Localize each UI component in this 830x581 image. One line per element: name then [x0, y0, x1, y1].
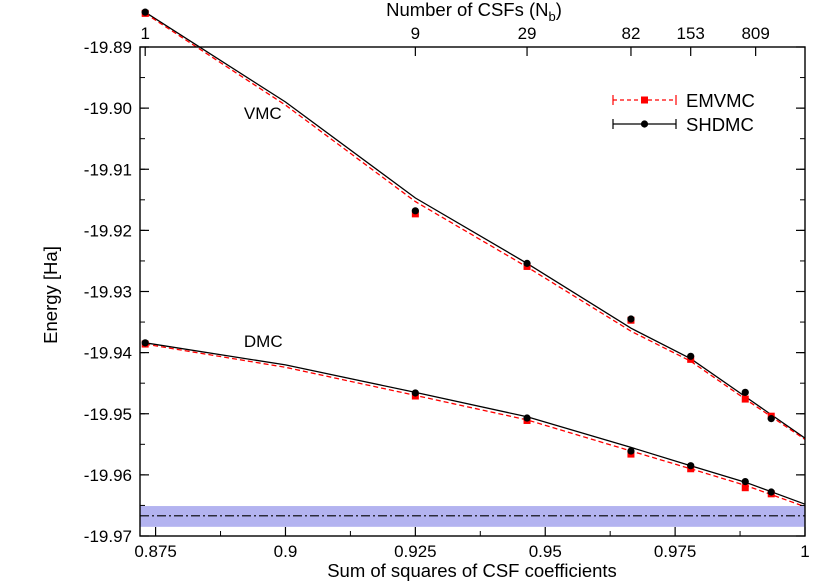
x-tick-label: 0.975	[654, 542, 697, 561]
shdmc-point	[141, 8, 149, 16]
y-tick-label: -19.96	[84, 466, 132, 485]
reference-band-layer	[140, 506, 805, 527]
fit-lines-layer	[144, 11, 806, 508]
shdmc-point	[411, 207, 419, 215]
shdmc-point	[627, 447, 635, 455]
y-tick-label: -19.93	[84, 283, 132, 302]
top-tick-label: 82	[621, 24, 640, 43]
shdmc-point	[627, 315, 635, 323]
top-tick-label: 153	[677, 24, 705, 43]
annotation-vmc: VMC	[244, 104, 282, 123]
labels-layer: -19.89 -19.90 -19.91 -19.92 -19.93 -19.94 -19.…	[84, 24, 810, 561]
shdmc-point	[523, 414, 531, 422]
y-tick-label: -19.92	[84, 221, 132, 240]
fit-line-3	[145, 342, 806, 505]
legend-marker-shdmc	[640, 120, 649, 128]
shdmc-point	[767, 415, 775, 423]
y-tick-label: -19.95	[84, 405, 132, 424]
emvmc-point	[741, 395, 749, 403]
top-tick-label: 9	[411, 24, 420, 43]
top-axis-title: Number of CSFs (Nb)	[386, 0, 562, 24]
annotation-dmc: DMC	[244, 332, 283, 351]
y-tick-label: -19.89	[84, 38, 132, 57]
shdmc-point	[411, 389, 419, 397]
reference-band	[140, 506, 805, 527]
legend-label-shdmc: SHDMC	[686, 114, 754, 135]
legend: EMVMC SHDMC	[612, 90, 755, 135]
emvmc-point	[741, 484, 749, 492]
shdmc-point	[741, 388, 749, 396]
y-tick-label: -19.90	[84, 99, 132, 118]
y-tick-label: -19.91	[84, 160, 132, 179]
shdmc-point	[687, 352, 695, 360]
legend-label-emvmc: EMVMC	[686, 90, 755, 111]
y-axis-title: Energy [Ha]	[40, 246, 61, 344]
shdmc-point	[767, 488, 775, 496]
fit-line-2	[144, 12, 806, 440]
y-tick-label: -19.94	[84, 344, 132, 363]
fit-line-1	[144, 11, 806, 439]
y-tick-label: -19.97	[84, 527, 132, 546]
x-tick-label: 1	[800, 542, 809, 561]
x-axis-title: Sum of squares of CSF coefficients	[327, 560, 617, 581]
shdmc-point	[741, 477, 749, 486]
top-tick-label: 809	[741, 24, 769, 43]
x-tick-label: 0.95	[529, 542, 562, 561]
shdmc-point	[141, 339, 149, 347]
shdmc-point	[523, 259, 531, 267]
x-tick-label: 0.875	[134, 542, 177, 561]
legend-marker-emvmc	[641, 96, 648, 104]
fit-line-4	[145, 343, 806, 508]
x-tick-label: 0.9	[274, 542, 298, 561]
shdmc-point	[687, 462, 695, 470]
top-tick-label: 29	[518, 24, 537, 43]
x-tick-label: 0.925	[394, 542, 437, 561]
axes-layer	[139, 46, 806, 537]
top-tick-label: 1	[140, 24, 149, 43]
data-points-layer	[141, 8, 775, 498]
